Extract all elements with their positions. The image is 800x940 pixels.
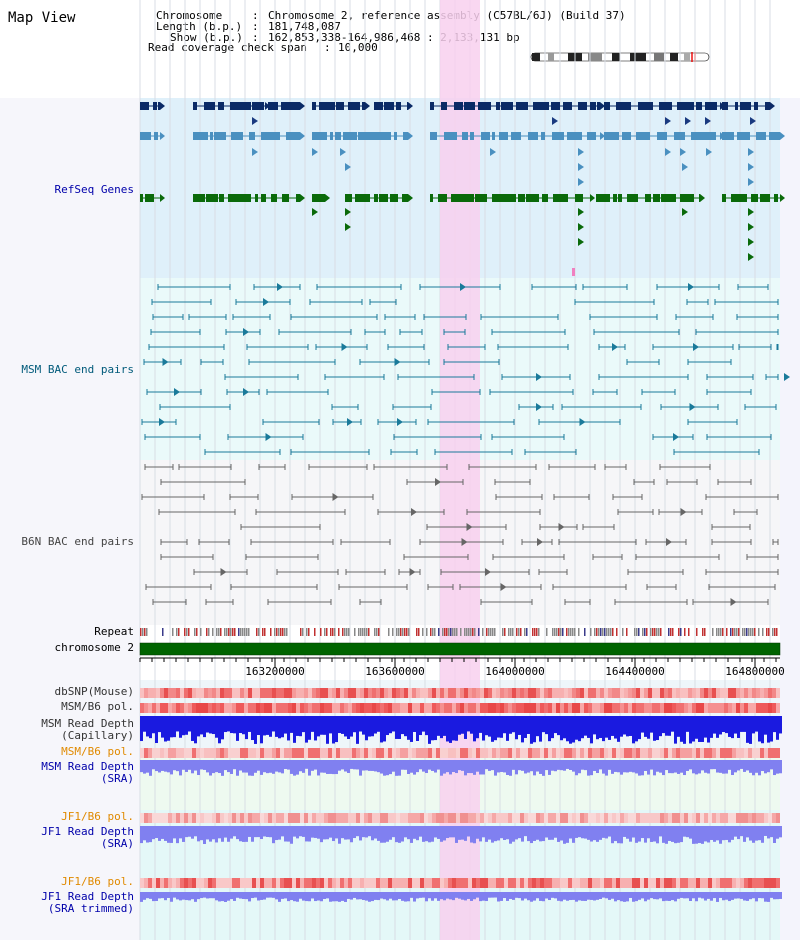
track-label-msm-bac[interactable]: MSM BAC end pairs xyxy=(21,363,134,376)
chromosome-bar xyxy=(140,643,780,655)
track-label-b6n-bac[interactable]: B6N BAC end pairs xyxy=(21,535,134,548)
length-key: Length (b.p.) xyxy=(156,20,243,33)
length-value: 181,748,087 xyxy=(268,20,341,33)
track-label-jf1-depth-sra-1[interactable]: JF1 Read Depth xyxy=(41,825,134,838)
track-label-msm-depth-cap-1[interactable]: MSM Read Depth xyxy=(41,717,134,730)
axis-tick-label: 164000000 xyxy=(485,665,545,678)
track-label-jf1-depth-sra-2: (SRA) xyxy=(100,837,134,850)
track-label-jf1-b6-pol-2[interactable]: JF1/B6 pol. xyxy=(61,875,134,888)
track-label-msm-b6-pol-1[interactable]: MSM/B6 pol. xyxy=(61,700,134,713)
track-label-jf1-b6-pol-1[interactable]: JF1/B6 pol. xyxy=(61,810,134,823)
axis-tick-label: 163200000 xyxy=(245,665,305,678)
chromosome-key: Chromosome xyxy=(156,9,223,22)
track-label-msm-depth-cap-2: (Capillary) xyxy=(61,729,134,742)
axis-tick-label: 164400000 xyxy=(605,665,665,678)
coverage-key: Read coverage check span xyxy=(148,41,307,54)
axis-tick-label: 164800000 xyxy=(725,665,785,678)
track-label-jf1-depth-trim-1[interactable]: JF1 Read Depth xyxy=(41,890,134,903)
track-label-dbsnp[interactable]: dbSNP(Mouse) xyxy=(54,685,134,698)
track-label-refseq[interactable]: RefSeq Genes xyxy=(54,183,134,196)
track-label-msm-b6-pol-2[interactable]: MSM/B6 pol. xyxy=(61,745,134,758)
track-label-jf1-depth-trim-2: (SRA trimmed) xyxy=(47,902,134,915)
track-label-msm-depth-sra-2: (SRA) xyxy=(100,772,134,785)
axis-tick-label: 163600000 xyxy=(365,665,425,678)
page-title: Map View xyxy=(8,10,76,26)
track-label-msm-depth-sra-1[interactable]: MSM Read Depth xyxy=(41,760,134,773)
track-label-chromosome[interactable]: chromosome 2 xyxy=(54,641,134,654)
highlight-region xyxy=(440,0,480,940)
show-key: Show (b.p.) xyxy=(170,31,243,44)
coverage-value: 10,000 xyxy=(338,41,378,54)
track-label-repeat[interactable]: Repeat xyxy=(94,625,134,638)
